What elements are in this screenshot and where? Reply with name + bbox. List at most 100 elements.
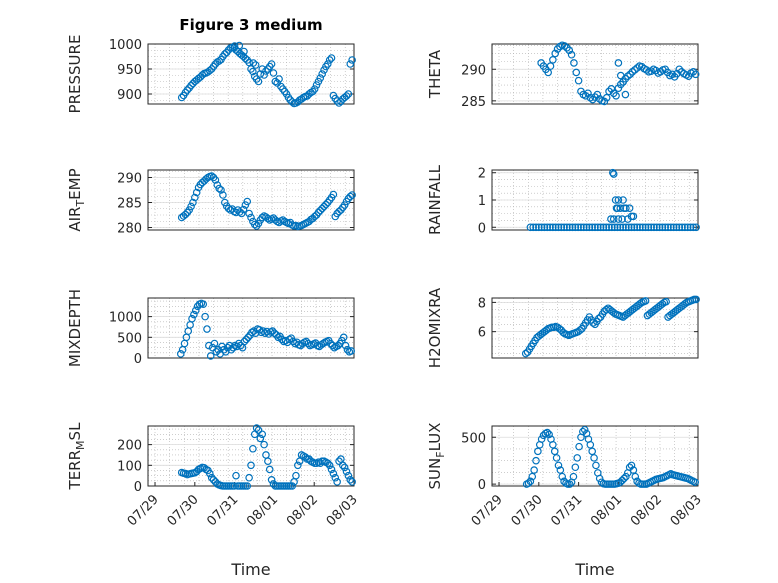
subplot-4: 0 1 2 RAINFALL bbox=[426, 164, 700, 236]
data-point bbox=[622, 223, 630, 232]
data-point bbox=[546, 223, 554, 232]
data-point bbox=[323, 60, 332, 68]
data-point bbox=[224, 204, 233, 213]
axes-box bbox=[491, 297, 699, 359]
y-axis-label: RAINFALL bbox=[426, 164, 444, 235]
data-point bbox=[316, 459, 325, 468]
data-point bbox=[650, 223, 658, 232]
data-point bbox=[588, 223, 596, 232]
data-point bbox=[647, 223, 655, 232]
data-point bbox=[297, 95, 306, 103]
data-point bbox=[557, 223, 566, 232]
axes-box bbox=[147, 297, 355, 359]
data-point bbox=[652, 223, 661, 232]
data-point bbox=[628, 67, 637, 76]
data-point bbox=[258, 430, 267, 439]
data-point bbox=[323, 459, 332, 468]
data-point bbox=[549, 55, 557, 64]
subplot-7: 0 100 200 07/29 07/30 07/31 08/01 08/02 08/03 Tim… bbox=[66, 422, 361, 579]
data-point bbox=[257, 328, 266, 337]
data-point bbox=[588, 447, 596, 456]
y-axis-label: PRESSURE bbox=[66, 35, 84, 114]
y-tick-label: 290 bbox=[461, 63, 486, 78]
data-point bbox=[240, 337, 249, 346]
data-point bbox=[328, 341, 337, 350]
data-point bbox=[675, 223, 684, 232]
data-point bbox=[316, 74, 325, 82]
data-point bbox=[343, 345, 352, 354]
data-point bbox=[340, 463, 349, 472]
data-point bbox=[348, 478, 356, 486]
data-point bbox=[248, 328, 256, 337]
data-point bbox=[647, 67, 655, 75]
data-point bbox=[569, 472, 578, 481]
data-point bbox=[607, 215, 615, 223]
data-point bbox=[267, 475, 276, 484]
data-point bbox=[209, 475, 218, 484]
data-point bbox=[176, 350, 185, 358]
subplot-6: 6 8 H2OMIXRA bbox=[426, 287, 700, 368]
data-point bbox=[619, 223, 627, 232]
data-point bbox=[544, 68, 552, 77]
data-point bbox=[591, 223, 599, 232]
data-point bbox=[594, 223, 602, 232]
data-point bbox=[243, 197, 252, 206]
data-point bbox=[535, 223, 543, 232]
y-tick-label: 900 bbox=[117, 88, 142, 103]
data-point bbox=[638, 223, 647, 232]
data-point bbox=[348, 56, 356, 64]
data-point bbox=[673, 69, 681, 78]
data-point bbox=[689, 223, 698, 232]
data-point bbox=[568, 223, 577, 232]
data-point bbox=[551, 223, 560, 232]
data-point bbox=[614, 59, 623, 67]
x-tick-label: 07/30 bbox=[165, 492, 202, 529]
data-point bbox=[304, 339, 312, 348]
data-point bbox=[325, 56, 334, 64]
data-point bbox=[608, 223, 616, 232]
data-point bbox=[552, 454, 561, 462]
data-point bbox=[235, 41, 244, 50]
data-point bbox=[223, 343, 232, 352]
x-tick-label: 08/01 bbox=[244, 492, 281, 529]
data-point bbox=[560, 223, 568, 232]
data-point bbox=[245, 473, 253, 482]
data-point bbox=[275, 75, 283, 83]
data-point bbox=[667, 223, 675, 232]
data-point bbox=[608, 168, 617, 177]
data-point bbox=[335, 99, 343, 107]
data-point bbox=[644, 223, 653, 232]
data-point bbox=[203, 325, 211, 333]
data-point bbox=[607, 85, 616, 93]
data-point bbox=[611, 196, 620, 204]
data-point bbox=[325, 461, 334, 470]
y-tick-label: 0 bbox=[134, 480, 142, 495]
data-point bbox=[271, 77, 280, 86]
data-point bbox=[247, 213, 255, 222]
x-tick-label: 07/29 bbox=[125, 492, 162, 529]
data-point bbox=[279, 216, 287, 224]
data-point bbox=[249, 444, 257, 453]
data-point bbox=[187, 202, 195, 211]
data-point bbox=[619, 78, 627, 86]
data-point bbox=[230, 42, 239, 50]
data-point bbox=[227, 345, 236, 354]
data-point bbox=[334, 341, 342, 350]
data-point bbox=[560, 42, 569, 50]
y-tick-label: 500 bbox=[117, 331, 142, 346]
data-point bbox=[563, 223, 571, 232]
data-point bbox=[592, 461, 600, 470]
data-point bbox=[613, 223, 622, 232]
data-point bbox=[243, 482, 252, 490]
data-point bbox=[622, 472, 630, 481]
data-point bbox=[551, 49, 560, 58]
data-point bbox=[616, 223, 625, 232]
x-tick-label: 08/02 bbox=[284, 492, 321, 529]
data-point bbox=[620, 474, 628, 483]
axes-box bbox=[147, 43, 355, 105]
data-point bbox=[633, 223, 641, 232]
data-point bbox=[572, 68, 581, 77]
data-point bbox=[265, 465, 274, 474]
y-axis-label: THETA bbox=[426, 49, 444, 99]
